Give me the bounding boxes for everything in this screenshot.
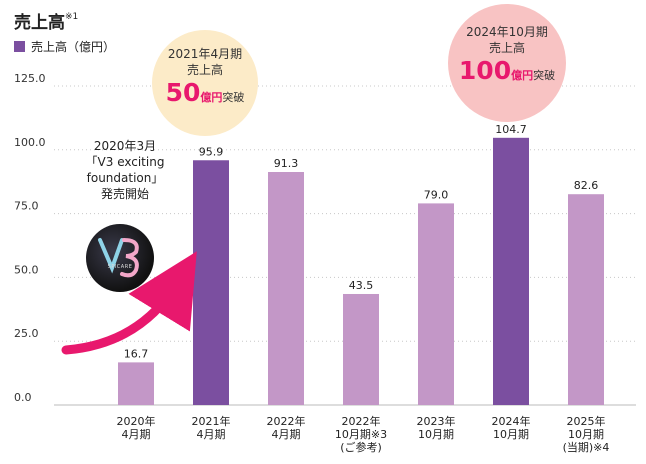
title-footnote: ※1 bbox=[65, 12, 79, 23]
x-tick-label: 4月期 bbox=[197, 428, 226, 441]
bar-value-label: 43.5 bbox=[349, 279, 374, 292]
bubble-2024-unit: 億円 bbox=[511, 69, 534, 82]
y-tick-label: 100.0 bbox=[14, 136, 46, 149]
x-tick-label: (当期)※4 bbox=[563, 440, 610, 454]
x-tick-label: 2022年 bbox=[267, 414, 306, 428]
bar-value-label: 91.3 bbox=[274, 157, 299, 170]
x-tick-label: 2025年 bbox=[567, 414, 606, 428]
x-tick-label: 4月期 bbox=[272, 428, 301, 441]
bubble-2021-value: 50 bbox=[165, 78, 201, 107]
x-tick-label: 2024年 bbox=[492, 414, 531, 428]
x-tick-label: 2020年 bbox=[117, 414, 156, 428]
chart-title: 売上高※1 bbox=[14, 8, 78, 33]
bar-value-label: 104.7 bbox=[495, 123, 527, 136]
y-tick-label: 50.0 bbox=[14, 263, 39, 276]
bubble-2024-value: 100 bbox=[458, 56, 512, 85]
launch-callout: 2020年3月 「V3 exciting foundation」 発売開始 bbox=[60, 138, 190, 202]
legend-label: 売上高（億円） bbox=[31, 40, 116, 54]
bar-value-label: 79.0 bbox=[424, 188, 449, 201]
legend: 売上高（億円） bbox=[14, 38, 115, 55]
y-tick-label: 75.0 bbox=[14, 200, 39, 213]
bar-value-label: 16.7 bbox=[124, 347, 149, 360]
callout-line-4: 発売開始 bbox=[100, 187, 149, 201]
v3-logo-icon: SPICARE bbox=[86, 224, 154, 292]
v3-logo-graphic bbox=[98, 238, 139, 278]
bubble-2024-tail: 突破 bbox=[533, 69, 556, 82]
y-tick-label: 125.0 bbox=[14, 72, 46, 85]
callout-line-3: foundation」 bbox=[86, 171, 164, 185]
x-tick-label: 10月期 bbox=[418, 428, 454, 441]
bar bbox=[568, 194, 604, 405]
title-text: 売上高 bbox=[14, 13, 65, 33]
bubble-2021-tail: 突破 bbox=[222, 91, 245, 104]
bar-value-label: 95.9 bbox=[199, 145, 224, 158]
bubble-2024-label: 売上高 bbox=[488, 41, 525, 55]
bubble-2021-period: 2021年4月期 bbox=[167, 47, 243, 61]
milestone-bubble-2021: 2021年4月期 売上高 50億円突破 bbox=[152, 30, 258, 136]
x-tick-label: 2023年 bbox=[417, 414, 456, 428]
bubble-2024-period: 2024年10月期 bbox=[466, 25, 548, 39]
bubble-2021-label: 売上高 bbox=[186, 63, 223, 77]
bar bbox=[268, 172, 304, 405]
x-tick-label: 2021年 bbox=[192, 414, 231, 428]
x-tick-label: 4月期 bbox=[122, 428, 151, 441]
x-tick-label: 2022年 bbox=[342, 414, 381, 428]
x-tick-label: 10月期 bbox=[493, 428, 529, 441]
callout-line-2: 「V3 exciting bbox=[85, 155, 165, 169]
callout-line-1: 2020年3月 bbox=[93, 139, 157, 153]
x-tick-label: 10月期 bbox=[568, 428, 604, 441]
growth-arrow bbox=[61, 251, 197, 355]
bar bbox=[493, 137, 529, 405]
bar-value-label: 82.6 bbox=[574, 179, 599, 192]
bar bbox=[118, 362, 154, 405]
bar bbox=[343, 293, 379, 405]
x-tick-label: 10月期※3 bbox=[335, 428, 387, 441]
x-tick-label: (ご参考) bbox=[340, 440, 382, 454]
bubble-2021-unit: 億円 bbox=[200, 91, 223, 104]
logo-text: SPICARE bbox=[107, 264, 133, 270]
milestone-bubble-2024: 2024年10月期 売上高 100億円突破 bbox=[448, 4, 566, 122]
y-tick-label: 0.0 bbox=[14, 391, 32, 404]
bar bbox=[193, 160, 229, 405]
y-tick-label: 25.0 bbox=[14, 327, 39, 340]
legend-swatch bbox=[14, 41, 25, 52]
bar bbox=[418, 203, 454, 405]
